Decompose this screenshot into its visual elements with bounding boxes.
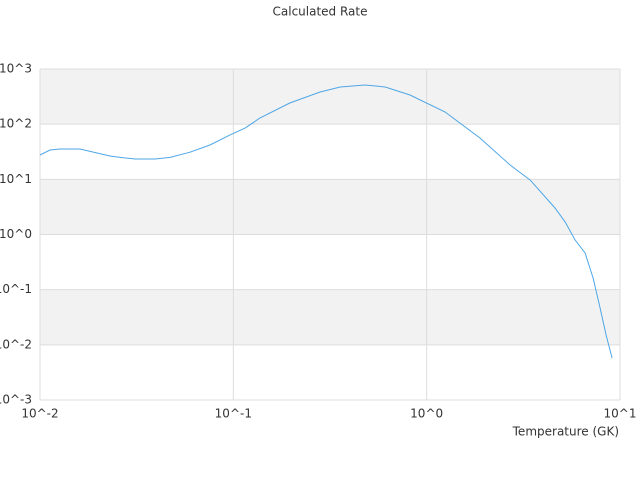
x-tick-label: 10^0	[410, 407, 443, 421]
y-tick-label: 10^-3	[0, 393, 32, 407]
x-axis-label: Temperature (GK)	[512, 425, 619, 439]
y-tick-label: 10^1	[0, 172, 32, 186]
grid-band	[40, 179, 620, 235]
grid-band	[40, 289, 620, 345]
y-tick-label: 10^2	[0, 117, 32, 131]
x-tick-label: 10^-2	[21, 407, 58, 421]
y-tick-label: 10^0	[0, 227, 32, 241]
plot-background	[39, 68, 621, 401]
y-tick-label: 10^-2	[0, 337, 32, 351]
grid-band	[40, 69, 620, 125]
chart-title: Calculated Rate	[273, 5, 368, 19]
x-tick-label: 10^1	[604, 407, 637, 421]
y-tick-label: 10^-1	[0, 282, 32, 296]
y-tick-label: 10^3	[0, 62, 32, 76]
x-tick-label: 10^-1	[215, 407, 252, 421]
data-line	[39, 84, 613, 359]
